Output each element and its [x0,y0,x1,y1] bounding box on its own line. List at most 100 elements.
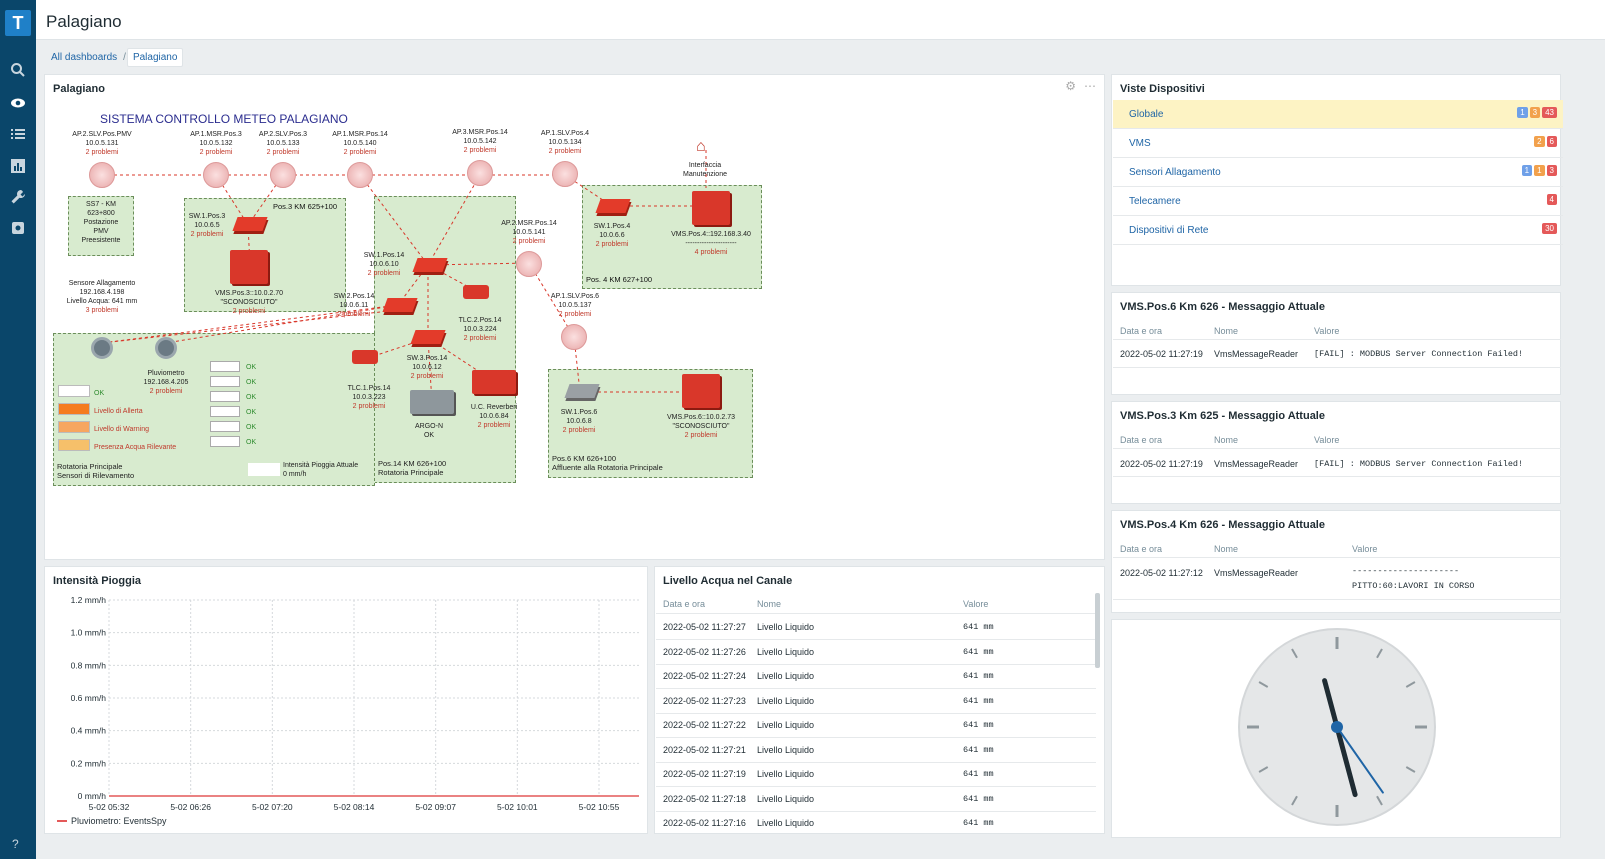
node-label-tlc2pos14[interactable]: TLC.2.Pos.14 10.0.3.224 2 problemi [420,316,540,343]
logo[interactable]: T [5,10,31,36]
problem-count-badge[interactable]: 1 [1521,165,1533,176]
node-problems[interactable]: 2 problemi [595,241,629,248]
node-label-sw1pos4[interactable]: SW.1.Pos.4 10.0.6.6 2 problemi [552,222,672,249]
node-problems[interactable]: 3 problemi [85,307,119,314]
problem-count-badge[interactable]: 2 [1534,136,1545,147]
problem-count-badge[interactable]: 1 [1517,107,1528,118]
node-label-sw3pos14[interactable]: SW.3.Pos.14 10.0.6.12 2 problemi [367,354,487,381]
node-problems[interactable]: 2 problemi [190,231,224,238]
ap-icon[interactable] [467,160,493,186]
node-label-uc[interactable]: U.C. Reverberi 10.0.6.84 2 problemi [434,403,554,430]
search-icon[interactable] [8,60,28,80]
node-problems[interactable]: 2 problemi [352,403,386,410]
node-problems[interactable]: 2 problemi [512,238,546,245]
controller-icon[interactable] [472,370,516,394]
node-problems[interactable]: 2 problemi [232,308,266,315]
vms-sign-icon[interactable] [692,191,730,225]
node-label-ap3msr14[interactable]: AP.3.MSR.Pos.14 10.0.5.142 2 problemi [420,128,540,155]
node-problems[interactable]: 2 problemi [337,311,371,318]
node-problems[interactable]: 2 problemi [562,427,596,434]
device-view-name[interactable]: Sensori Allagamento [1129,167,1221,178]
device-view-name[interactable]: VMS [1129,138,1151,149]
node-problems[interactable]: 2 problemi [149,388,183,395]
panel-settings-icon[interactable]: ⚙ [1065,79,1076,93]
node-problems[interactable]: 2 problemi [199,149,233,156]
problem-count-badge[interactable]: 30 [1542,223,1557,234]
node-problems[interactable]: 2 problemi [684,432,718,439]
problem-count-badge[interactable]: 43 [1542,107,1557,118]
chart-legend[interactable]: Pluviometro: EventsSpy [57,816,167,826]
breadcrumb-all-dashboards[interactable]: All dashboards [51,52,118,63]
node-label-vmspos4[interactable]: VMS.Pos.4::192.168.3.40 ----------------… [651,230,771,257]
node-label-sw2pos14[interactable]: SW.2.Pos.14 10.0.6.11 2 problemi [294,292,414,319]
node-problems[interactable]: 2 problemi [343,149,377,156]
vms-sign-icon[interactable] [682,374,720,408]
node-label-ap1msr3[interactable]: AP.1.MSR.Pos.3 10.0.5.132 2 problemi [156,130,276,157]
node-label-ap2msr14[interactable]: AP.2.MSR.Pos.14 10.0.5.141 2 problemi [469,219,589,246]
camera-icon[interactable] [463,285,489,299]
camera-icon[interactable] [352,350,378,364]
node-label-sw1pos6[interactable]: SW.1.Pos.6 10.0.6.8 2 problemi [519,408,639,435]
node-label-argo[interactable]: ARGO-N OK [369,422,489,440]
device-view-name[interactable]: Telecamere [1129,196,1181,207]
node-label-ap2slv3[interactable]: AP.2.SLV.Pos.3 10.0.5.133 2 problemi [223,130,343,157]
ap-icon[interactable] [552,161,578,187]
node-problems[interactable]: 2 problemi [410,373,444,380]
problem-count-badge[interactable]: 1 [1534,165,1545,176]
switch-icon[interactable] [595,199,631,213]
node-problems[interactable]: 2 problemi [85,149,119,156]
device-view-row[interactable]: Sensori Allagamento 1 1 3 [1113,158,1563,187]
node-label-vmspos6[interactable]: VMS.Pos.6::10.0.2.73 "SCONOSCIUTO" 2 pro… [641,413,761,440]
problem-count-badge[interactable]: 6 [1546,136,1557,147]
node-label-sw1pos14[interactable]: SW.1.Pos.14 10.0.6.10 2 problemi [324,251,444,278]
reports-icon[interactable] [8,156,28,176]
node-label-pluviometro[interactable]: Pluviometro 192.168.4.205 2 problemi [106,369,226,396]
problem-count-badge[interactable]: 4 [1546,194,1557,205]
node-problems[interactable]: 4 problemi [694,249,728,256]
scrollbar[interactable] [1095,593,1100,668]
rain-gauge-icon[interactable] [155,337,177,359]
node-problems[interactable]: 2 problemi [367,270,401,277]
eye-icon[interactable] [8,93,28,113]
ap-icon[interactable] [89,162,115,188]
vms-sign-icon[interactable] [230,250,268,284]
problem-count-badge[interactable]: 3 [1529,107,1541,118]
ap-icon[interactable] [347,162,373,188]
device-view-row[interactable]: Globale 1 3 43 [1113,100,1563,129]
node-problems[interactable]: 2 problemi [266,149,300,156]
node-label-sw1pos3[interactable]: SW.1.Pos.3 10.0.6.5 2 problemi [147,212,267,239]
node-label-interfaccia[interactable]: Interfaccia Manutenzione [645,161,765,179]
node-problems[interactable]: 2 problemi [477,422,511,429]
node-problems[interactable]: 2 problemi [548,148,582,155]
gear-icon[interactable] [8,218,28,238]
help-icon[interactable]: ? [12,837,19,851]
node-label-sensore[interactable]: Sensore Allagamento 192.168.4.198 Livell… [42,279,162,315]
device-view-row[interactable]: Dispositivi di Rete 30 [1113,216,1563,245]
ap-icon[interactable] [516,251,542,277]
node-problems[interactable]: 2 problemi [558,311,592,318]
node-problems[interactable]: 2 problemi [463,147,497,154]
node-label-vmspos3[interactable]: VMS.Pos.3::10.0.2.70 "SCONOSCIUTO" 2 pro… [189,289,309,316]
wrench-icon[interactable] [8,187,28,207]
device-view-name[interactable]: Globale [1129,109,1164,120]
device-view-name[interactable]: Dispositivi di Rete [1129,225,1209,236]
list-icon[interactable] [8,124,28,144]
switch-icon[interactable] [564,384,600,398]
device-view-row[interactable]: Telecamere 4 [1113,187,1563,216]
panel-menu-icon[interactable]: ⋯ [1084,79,1096,93]
argo-device-icon[interactable] [410,390,454,414]
problem-count-badge[interactable]: 3 [1546,165,1557,176]
node-label-ap1slv4[interactable]: AP.1.SLV.Pos.4 10.0.5.134 2 problemi [505,129,625,156]
node-problems[interactable]: 2 problemi [463,335,497,342]
node-label-tlc1pos14[interactable]: TLC.1.Pos.14 10.0.3.223 2 problemi [309,384,429,411]
flood-sensor-icon[interactable] [91,337,113,359]
ap-icon[interactable] [561,324,587,350]
ap-icon[interactable] [270,162,296,188]
node-label-ap2slv-pmv[interactable]: AP.2.SLV.Pos.PMV 10.0.5.131 2 problemi [42,130,162,157]
ap-icon[interactable] [203,162,229,188]
breadcrumb-current[interactable]: Palagiano [126,48,184,67]
node-label-ap1msr14[interactable]: AP.1.MSR.Pos.14 10.0.5.140 2 problemi [300,130,420,157]
home-icon[interactable]: ⌂ [696,138,706,155]
node-label-ap1slv6[interactable]: AP.1.SLV.Pos.6 10.0.5.137 2 problemi [515,292,635,319]
device-view-row[interactable]: VMS 2 6 [1113,129,1563,158]
